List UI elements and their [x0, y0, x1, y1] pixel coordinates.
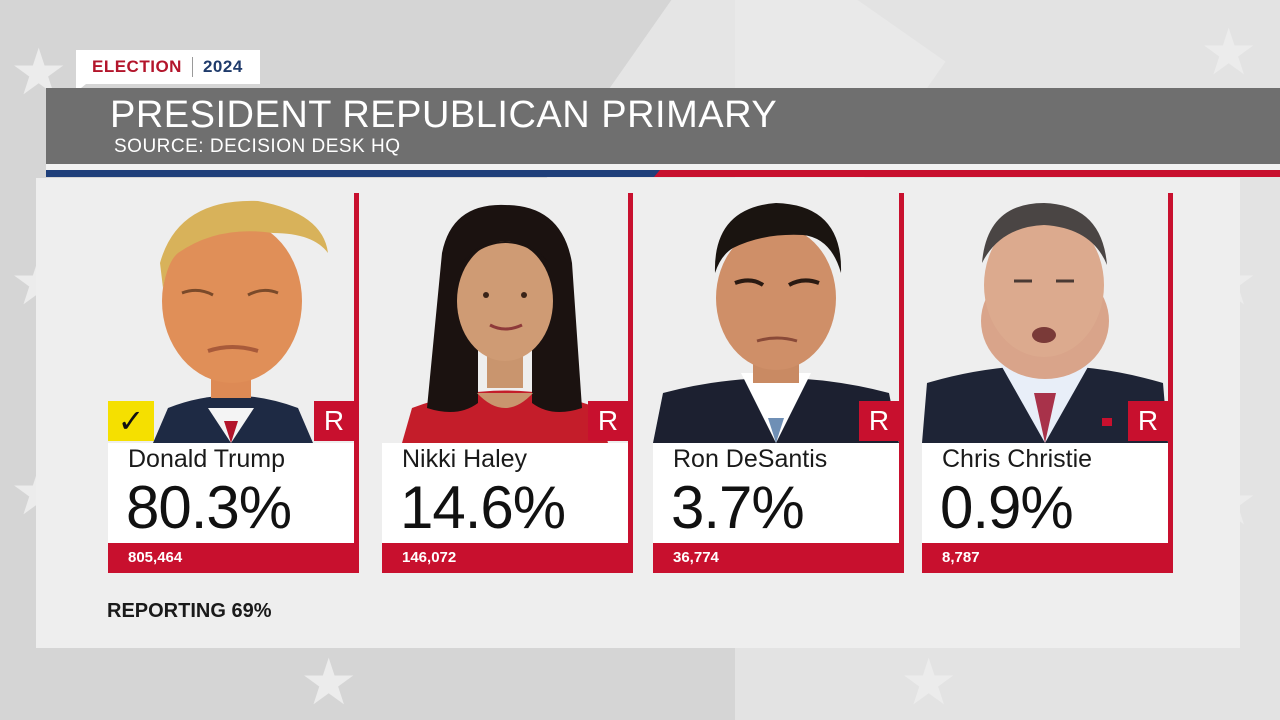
party-badge: R: [588, 401, 628, 441]
candidate-info: Chris Christie 0.9%: [922, 443, 1168, 543]
election-tag: ELECTION 2024: [76, 50, 260, 84]
race-source: SOURCE: DECISION DESK HQ: [114, 136, 401, 157]
candidate-info: Nikki Haley 14.6%: [382, 443, 628, 543]
party-badge: R: [314, 401, 354, 441]
candidate-card: R Chris Christie 0.9% 8,787: [922, 193, 1173, 573]
card-accent-bar: [354, 193, 359, 573]
votes-bar: 8,787: [922, 543, 1173, 573]
race-header: PRESIDENT REPUBLICAN PRIMARY SOURCE: DEC…: [46, 88, 1280, 164]
header-stripe-red: [654, 170, 1280, 177]
candidate-card: ✓ R Donald Trump 80.3% 805,464: [108, 193, 359, 573]
candidate-card: R Nikki Haley 14.6% 146,072: [382, 193, 633, 573]
reporting-status: REPORTING 69%: [107, 600, 272, 622]
tag-separator: [191, 57, 193, 77]
christie-portrait: [922, 203, 1168, 443]
checkmark-icon: ✓: [108, 401, 154, 441]
desantis-portrait: [653, 203, 899, 443]
card-accent-bar: [1168, 193, 1173, 573]
header-stripe-white: [46, 164, 1280, 170]
election-year: 2024: [202, 57, 243, 76]
candidate-percentage: 80.3%: [126, 474, 292, 541]
star-icon: ★: [300, 646, 358, 718]
race-title: PRESIDENT REPUBLICAN PRIMARY: [110, 94, 778, 136]
candidate-percentage: 0.9%: [940, 474, 1074, 541]
candidate-photo: [922, 193, 1168, 443]
candidate-votes: 146,072: [402, 549, 457, 566]
candidate-percentage: 14.6%: [400, 474, 566, 541]
election-label: ELECTION: [92, 57, 182, 76]
candidate-photo: [382, 193, 628, 443]
candidate-votes: 8,787: [942, 549, 980, 566]
candidate-votes: 36,774: [673, 549, 719, 566]
candidate-photo: [653, 193, 899, 443]
votes-bar: 36,774: [653, 543, 904, 573]
votes-bar: 146,072: [382, 543, 633, 573]
candidate-votes: 805,464: [128, 549, 183, 566]
haley-portrait: [402, 204, 608, 443]
star-icon: ★: [1200, 16, 1258, 88]
card-accent-bar: [899, 193, 904, 573]
party-badge: R: [1128, 401, 1168, 441]
candidate-name: Chris Christie: [942, 445, 1093, 473]
candidate-percentage: 3.7%: [671, 474, 805, 541]
party-badge: R: [859, 401, 899, 441]
trump-portrait: [153, 200, 328, 443]
candidate-photo: [108, 193, 354, 443]
candidate-name: Ron DeSantis: [673, 445, 828, 473]
candidate-name: Donald Trump: [128, 445, 286, 473]
candidate-name: Nikki Haley: [402, 445, 528, 473]
candidate-card: R Ron DeSantis 3.7% 36,774: [653, 193, 904, 573]
star-icon: ★: [900, 646, 958, 718]
candidate-info: Donald Trump 80.3%: [108, 443, 354, 543]
votes-bar: 805,464: [108, 543, 359, 573]
card-accent-bar: [628, 193, 633, 573]
candidate-info: Ron DeSantis 3.7%: [653, 443, 899, 543]
header-stripe-blue: [46, 170, 662, 177]
